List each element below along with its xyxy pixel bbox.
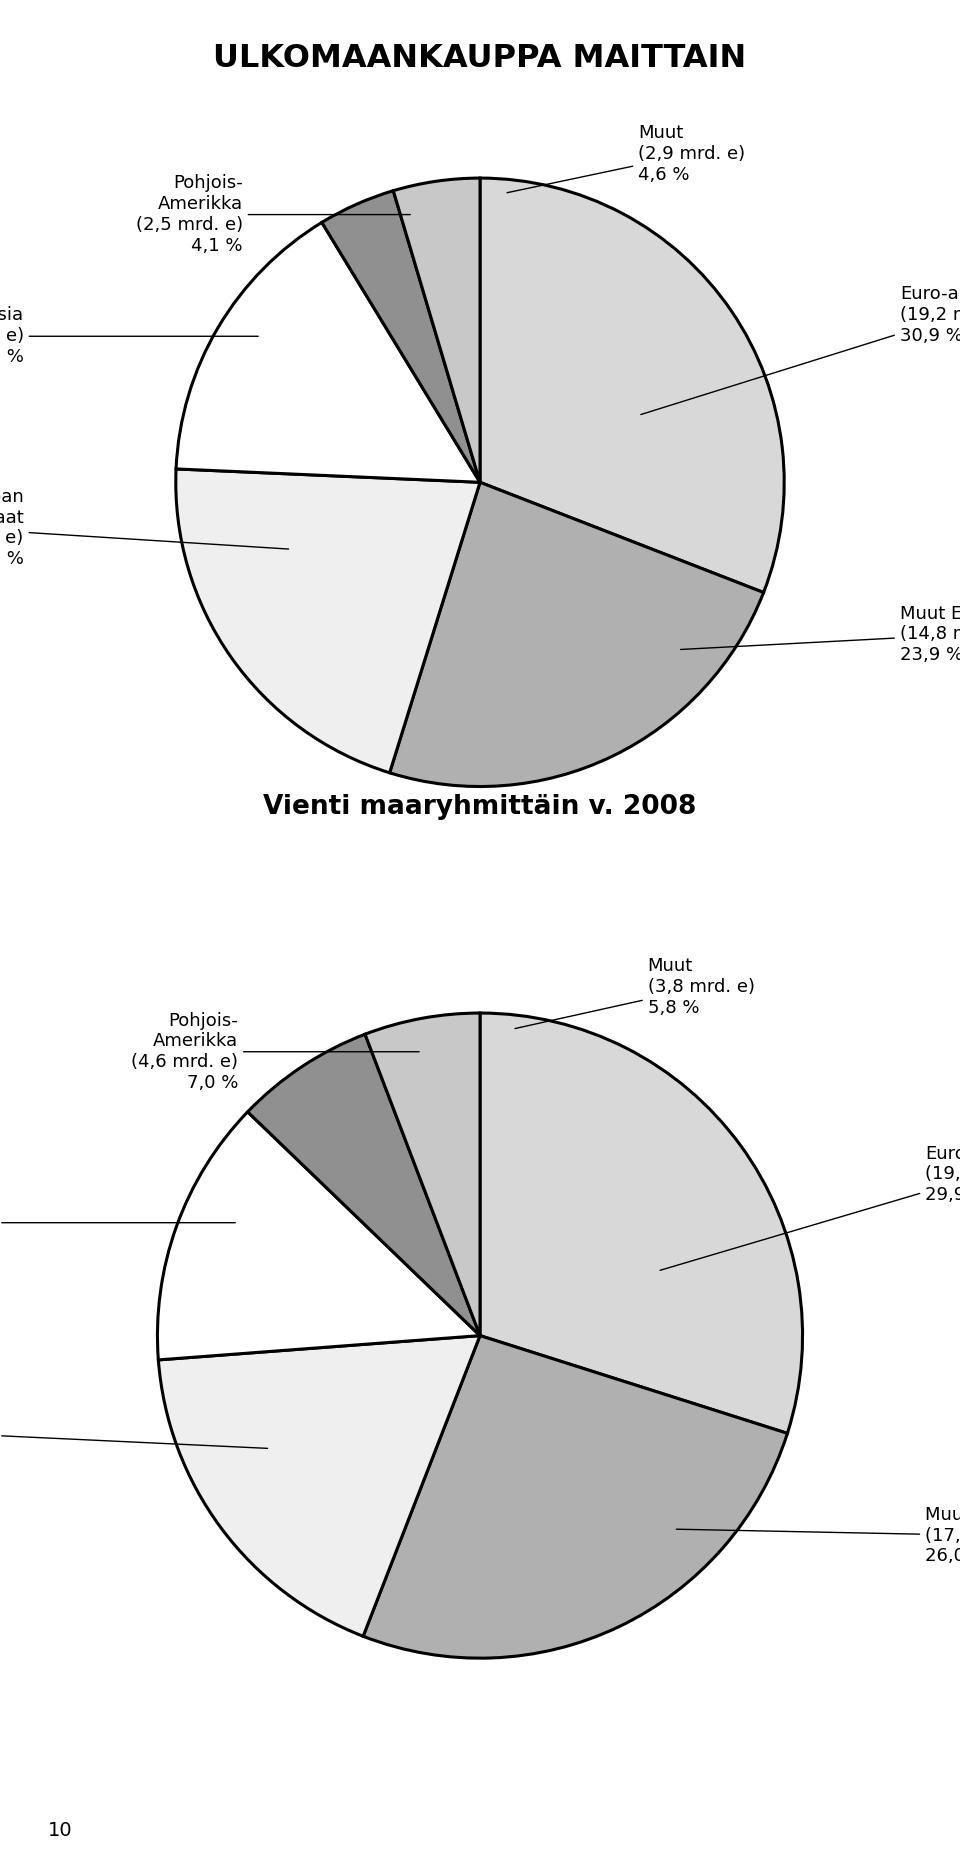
Wedge shape bbox=[176, 223, 480, 482]
Text: Muut
(3,8 mrd. e)
5,8 %: Muut (3,8 mrd. e) 5,8 % bbox=[515, 957, 755, 1028]
Text: Euro-alue
(19,2 mrd. e)
30,9 %: Euro-alue (19,2 mrd. e) 30,9 % bbox=[641, 286, 960, 414]
Text: Muut Euroopan
maat
(13,0 mrd. e)
20,9 %: Muut Euroopan maat (13,0 mrd. e) 20,9 % bbox=[0, 488, 289, 568]
Text: 10: 10 bbox=[48, 1822, 73, 1840]
Wedge shape bbox=[365, 1013, 480, 1336]
Wedge shape bbox=[176, 469, 480, 774]
Text: Pohjois-
Amerikka
(2,5 mrd. e)
4,1 %: Pohjois- Amerikka (2,5 mrd. e) 4,1 % bbox=[135, 174, 410, 254]
Text: ULKOMAANKAUPPA MAITTAIN: ULKOMAANKAUPPA MAITTAIN bbox=[213, 43, 747, 74]
Wedge shape bbox=[390, 482, 763, 787]
Wedge shape bbox=[157, 1111, 480, 1360]
Wedge shape bbox=[480, 178, 784, 592]
Wedge shape bbox=[480, 1013, 803, 1434]
Wedge shape bbox=[363, 1336, 787, 1658]
Wedge shape bbox=[158, 1336, 480, 1636]
Text: Aasia
(9,7 mrd. e)
15,6 %: Aasia (9,7 mrd. e) 15,6 % bbox=[0, 306, 258, 365]
Text: Aasia
(8,8 mrd. e)
13,4 %: Aasia (8,8 mrd. e) 13,4 % bbox=[0, 1193, 235, 1252]
Wedge shape bbox=[322, 191, 480, 482]
Text: Muut EU-maat
(17,0 mrd. e)
26,0 %: Muut EU-maat (17,0 mrd. e) 26,0 % bbox=[676, 1506, 960, 1566]
Wedge shape bbox=[248, 1035, 480, 1336]
Text: Euro-alue
(19,6 mrd. e)
29,9 %: Euro-alue (19,6 mrd. e) 29,9 % bbox=[660, 1145, 960, 1271]
Text: Muut EU-maat
(14,8 mrd. e)
23,9 %: Muut EU-maat (14,8 mrd. e) 23,9 % bbox=[681, 605, 960, 664]
Text: Pohjois-
Amerikka
(4,6 mrd. e)
7,0 %: Pohjois- Amerikka (4,6 mrd. e) 7,0 % bbox=[132, 1011, 420, 1093]
Text: Muut Euroopan
maat
(11,7 mrd. e)
17,9 %: Muut Euroopan maat (11,7 mrd. e) 17,9 % bbox=[0, 1391, 268, 1473]
Text: Muut
(2,9 mrd. e)
4,6 %: Muut (2,9 mrd. e) 4,6 % bbox=[507, 124, 745, 193]
Wedge shape bbox=[394, 178, 480, 482]
Title: Vienti maaryhmittäin v. 2008: Vienti maaryhmittäin v. 2008 bbox=[263, 794, 697, 820]
